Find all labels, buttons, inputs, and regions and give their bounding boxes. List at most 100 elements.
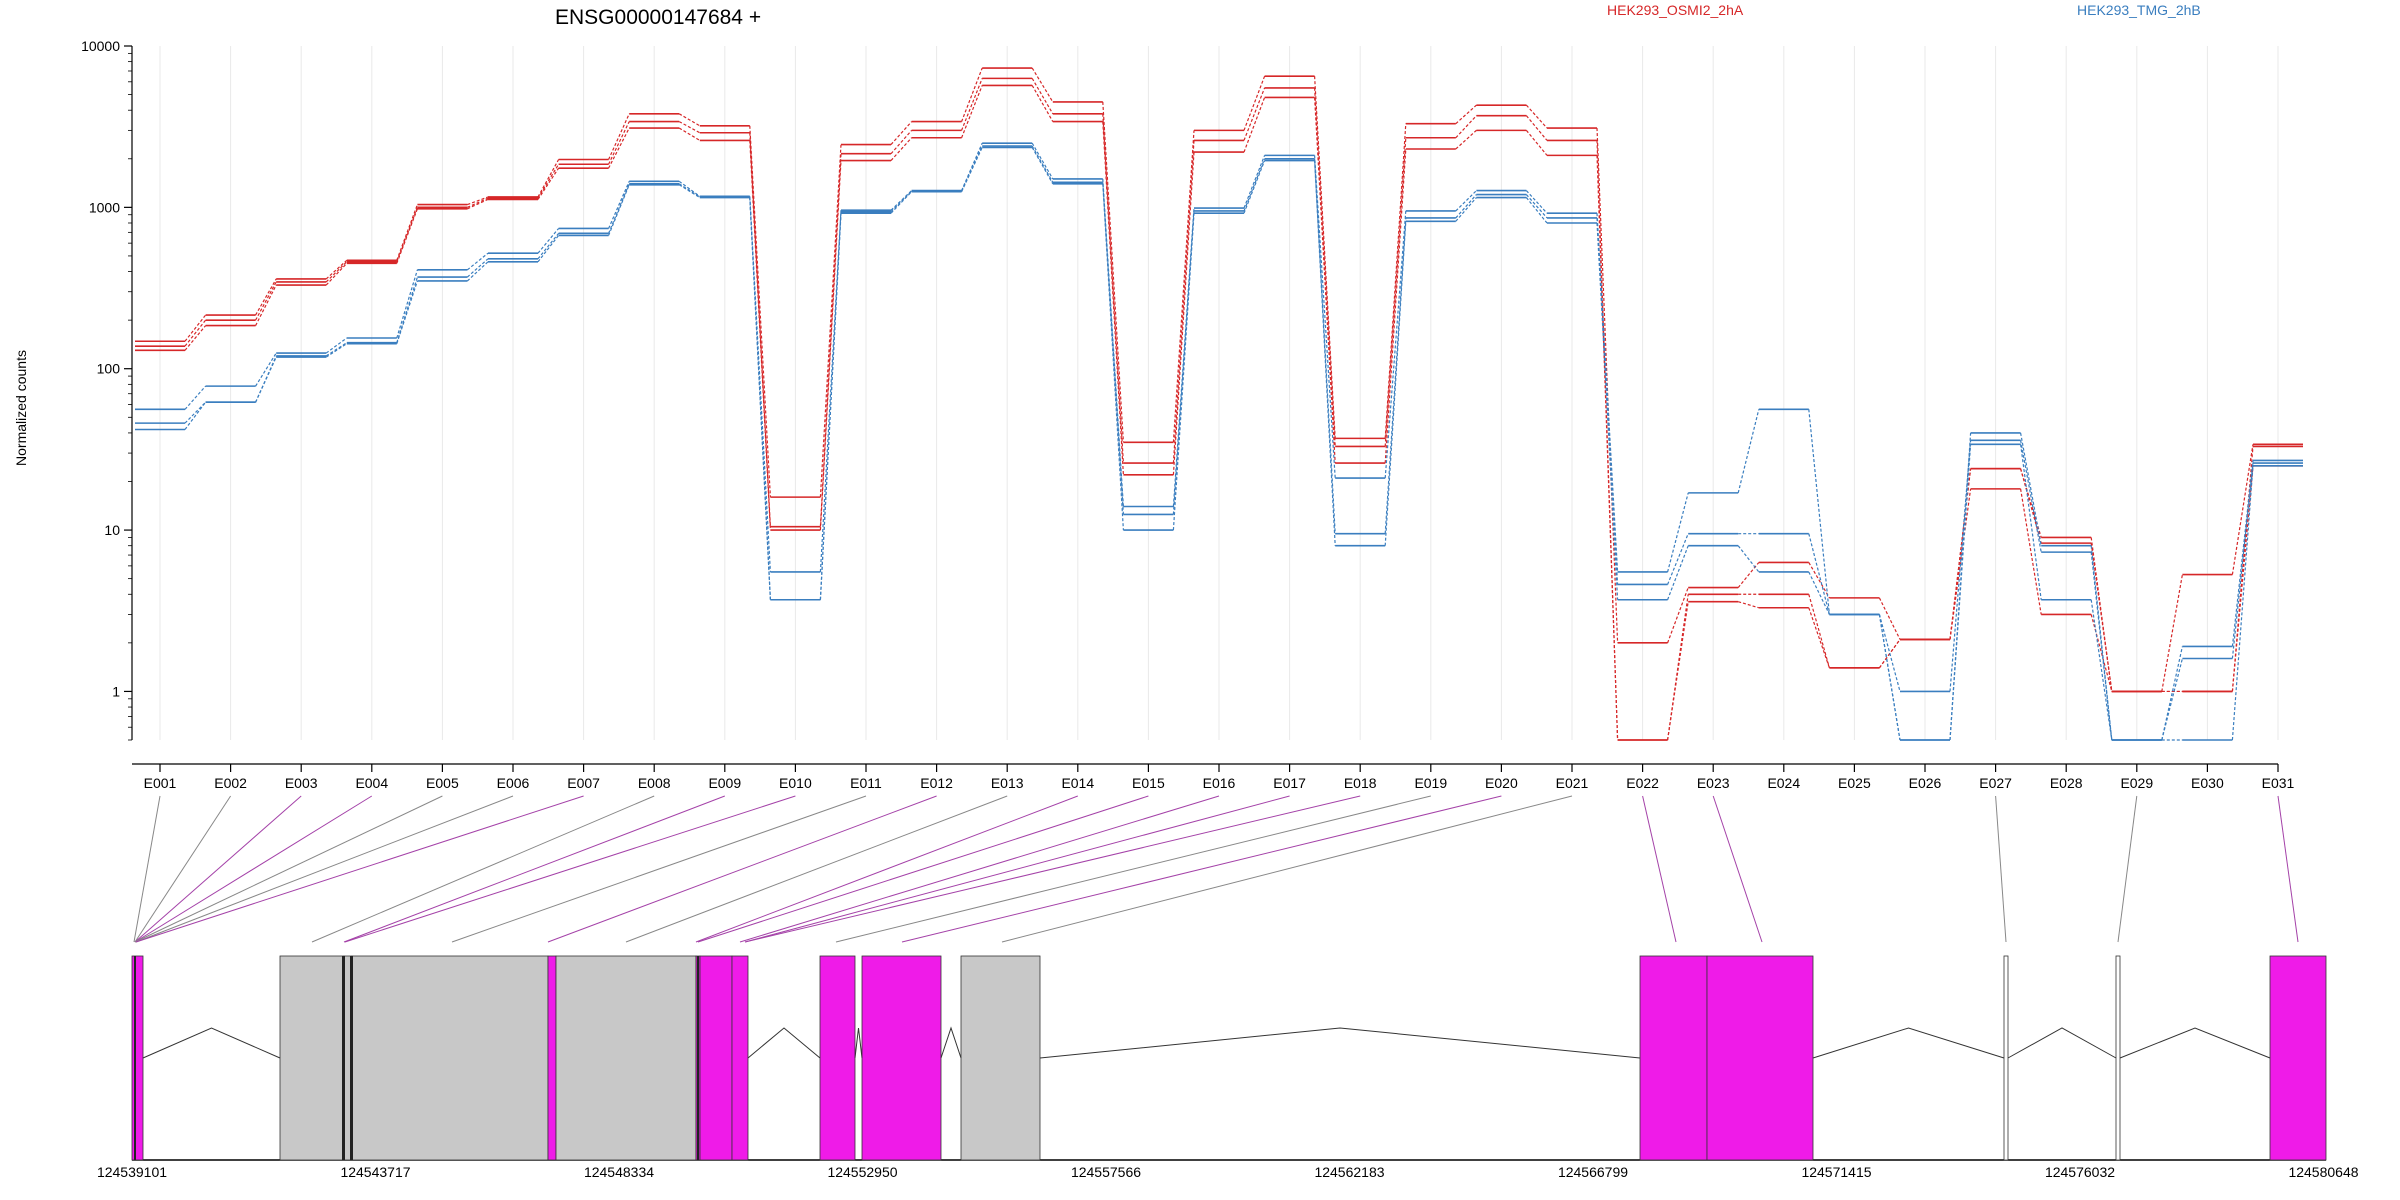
intron-2 [747,1027,821,1059]
series-5-connector [678,183,701,198]
x-tick-label-e013: E013 [991,775,1024,791]
coordinate-label-8: 124571415 [1801,1164,1871,1180]
series-1-connector [608,113,630,160]
coordinate-label-3: 124548334 [584,1164,654,1180]
series-4-connector [678,180,701,197]
coordinate-label-10: 124580648 [2288,1164,2358,1180]
connector-e002 [134,795,232,943]
series-2-connector [325,261,348,283]
series-4-connector [2161,646,2183,741]
series-2-connector [184,319,207,347]
series-4-connector [1525,190,1548,214]
x-tick-label-e001: E001 [144,775,177,791]
series-1-connector [678,113,701,127]
series-6-connector [396,280,418,344]
x-tick-label-e031: E031 [2262,775,2295,791]
series-4-connector [2020,432,2042,546]
coordinate-label-9: 124576032 [2045,1164,2115,1180]
connector-e016 [739,795,1220,943]
series-6-connector [466,261,489,282]
series-3-connector [608,127,630,169]
series-1-connector [961,67,983,122]
series-5-connector [1243,158,1266,212]
series-4-connector [1878,614,1901,741]
series-5-connector [467,258,489,278]
series-5-connector [2231,463,2254,659]
series-1-connector [325,259,348,280]
intron-1 [142,1027,281,1059]
series-2-connector [2020,468,2042,544]
series-6-connector [1525,197,1548,224]
series-1-connector [1808,562,1830,599]
exon-sliver-2 [342,956,345,1160]
x-tick-label-e015: E015 [1132,775,1165,791]
axes: 1 10 100 1000 10000 E001 E002 E003 E004 E005 E006 E… [81,38,2294,791]
connector-e023 [1712,795,1763,943]
exon-block-12 [960,955,1041,1161]
series-4-connector [1737,409,1760,494]
series-4-connector [608,181,630,229]
series-1-connector [1102,101,1124,443]
series-5-connector [1102,182,1124,515]
series-3-connector [678,127,701,141]
series-5-connector [1808,533,1830,615]
series-2-connector [608,121,630,165]
exon-block-2 [279,955,345,1161]
exon-block-17 [2269,955,2327,1161]
series-6-connector [819,213,842,600]
series-2-connector [1384,137,1407,447]
series-3-connector [184,325,207,351]
y-tick-label-100: 100 [97,361,121,377]
coordinate-label-1: 124539101 [97,1164,167,1180]
exon-block-5 [547,955,557,1161]
series-1-connector [749,125,771,498]
series-3-connector [1455,129,1477,150]
connector-e031 [2277,795,2299,943]
series-4-connector [1596,213,1619,572]
x-tick-label-e009: E009 [708,775,741,791]
series-6-connector [1878,614,1901,741]
intron-7 [2007,1027,2117,1059]
connector-e017 [744,795,1290,943]
series-3-connector [1596,155,1619,741]
exon-block-1 [131,955,144,1161]
series-4-connector [467,252,489,271]
series-1-connector [1243,75,1266,131]
series-1-connector [537,159,560,198]
series-3-connector [2020,488,2042,615]
series-6-connector [749,197,771,600]
series-6-connector [1384,221,1407,546]
series-3-connector [1738,601,1759,609]
series-6-connector [2020,444,2042,600]
series-5-connector [1031,145,1054,183]
series-1-connector [1172,130,1195,443]
series-2-connector [1031,78,1054,115]
series-6 [135,146,2303,741]
series-6-connector [1455,197,1477,222]
x-tick-label-e007: E007 [567,775,600,791]
series-2-connector [1525,115,1548,141]
connector-e006 [135,795,514,943]
series-6-connector [1243,160,1266,214]
series-4-connector [1667,492,1689,573]
series-2-connector [1667,594,1689,741]
series-3-connector [1384,148,1407,464]
series-3-connector [1031,85,1054,122]
x-tick-label-e011: E011 [850,775,882,791]
gene-model: 124539101 124543717 124548334 124552950 1245… [97,955,2359,1180]
series-6-connector [184,401,207,430]
series-2-connector [1455,115,1477,139]
series-5-connector [1949,440,1972,692]
y-tick-label-1000: 1000 [89,199,120,215]
series-1-connector [467,196,489,206]
x-tick-label-e028: E028 [2050,775,2083,791]
series-3-connector [961,85,983,138]
intron-3 [854,1027,863,1059]
series-2-connector [678,121,701,134]
exon-block-13 [1639,955,1708,1161]
series-1-connector [1031,67,1054,103]
series-2-connector [961,78,983,131]
connector-e011 [451,795,867,943]
chart-title: ENSG00000147684 + [555,6,761,29]
x-tick-label-e014: E014 [1061,775,1094,791]
